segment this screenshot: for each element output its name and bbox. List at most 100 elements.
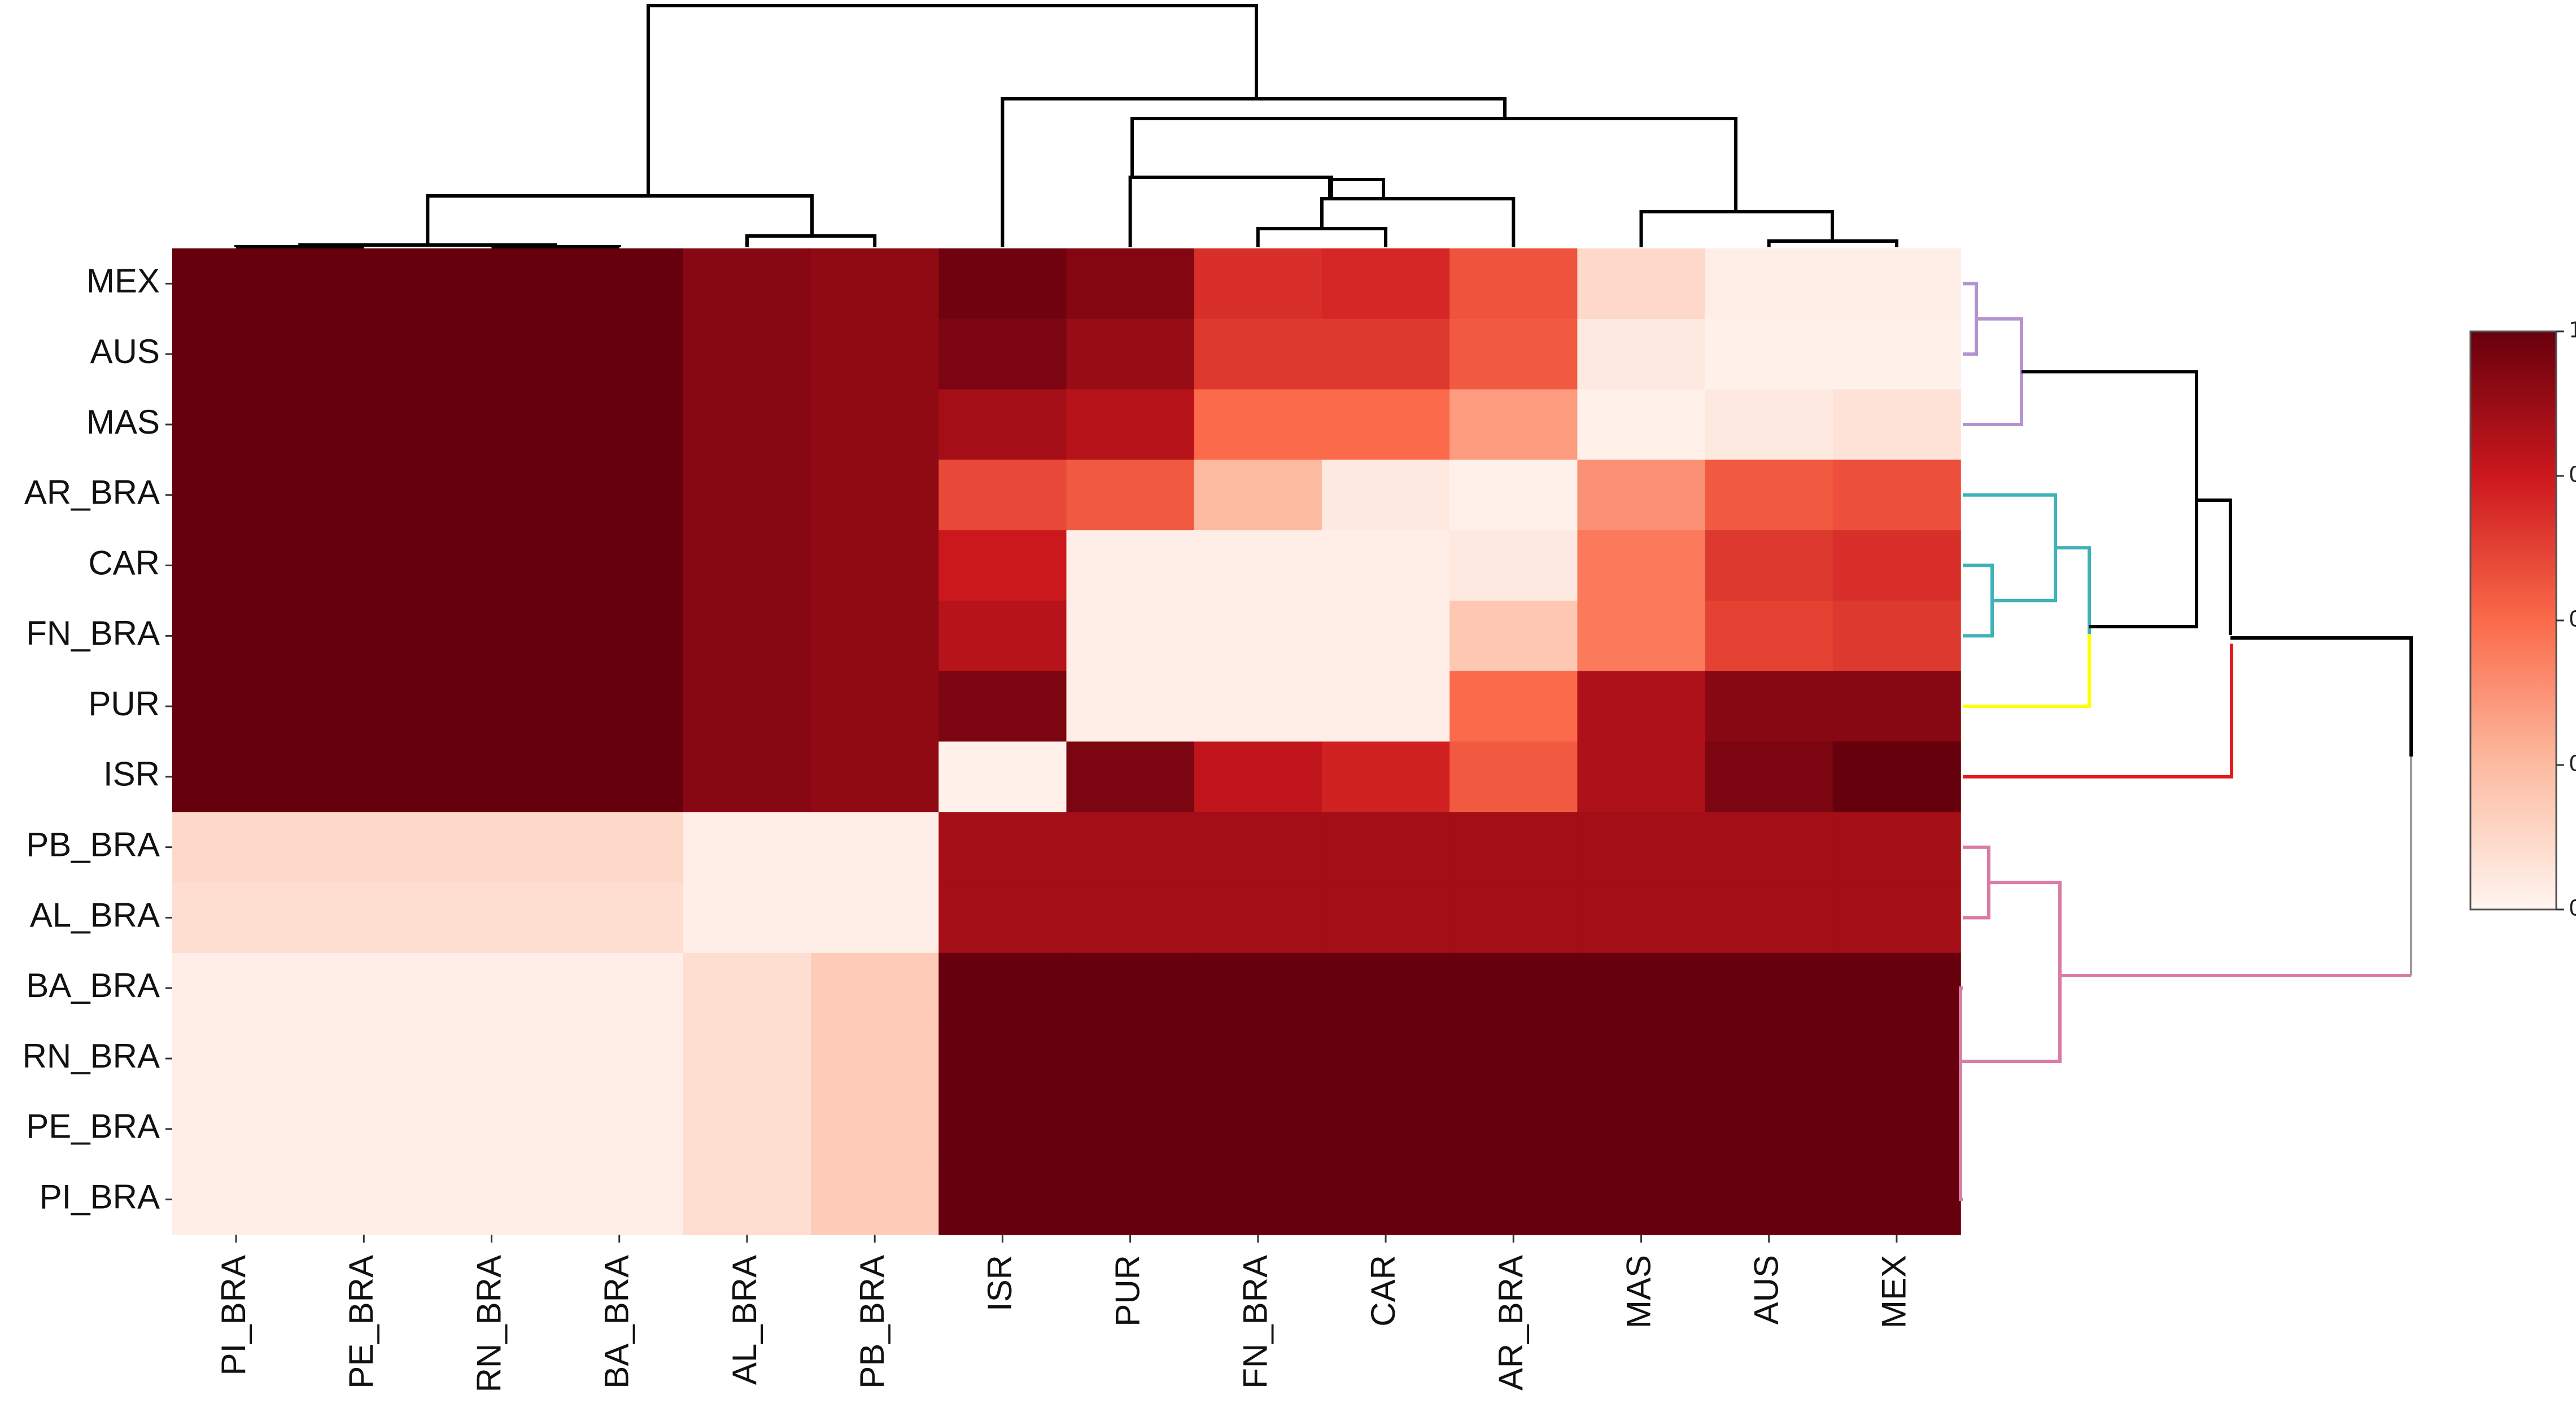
heatmap-cell-AUS-RN_BRA xyxy=(427,318,556,390)
heatmap-cell-FN_BRA-BA_BRA xyxy=(555,600,684,672)
heatmap-cell-MEX-PB_BRA xyxy=(811,248,940,320)
heatmap-cell-BA_BRA-AR_BRA xyxy=(1449,952,1578,1024)
heatmap-cell-PUR-RN_BRA xyxy=(427,671,556,742)
column-label-AUS: AUS xyxy=(1748,1255,1785,1324)
col-dendro-link xyxy=(1130,117,1737,212)
heatmap-cell-AR_BRA-FN_BRA xyxy=(1194,460,1322,531)
heatmap-cell-FN_BRA-PI_BRA xyxy=(172,600,301,672)
heatmap-cell-BA_BRA-RN_BRA xyxy=(427,952,556,1024)
row-dendro-link xyxy=(1959,986,1963,1201)
row-label-PI_BRA: PI_BRA xyxy=(40,1178,160,1215)
row-label-PB_BRA: PB_BRA xyxy=(26,826,160,864)
heatmap-cell-ISR-PE_BRA xyxy=(300,741,429,813)
heatmap-cell-AL_BRA-PI_BRA xyxy=(172,882,301,954)
row-label-CAR: CAR xyxy=(88,544,160,581)
heatmap-cell-BA_BRA-PUR xyxy=(1066,952,1195,1024)
heatmap-cell-FN_BRA-MEX xyxy=(1832,600,1961,672)
row-label-ISR: ISR xyxy=(103,755,160,793)
col-dendro-link xyxy=(426,194,814,245)
heatmap-cell-ISR-ISR xyxy=(938,741,1067,813)
heatmap-cell-MEX-AR_BRA xyxy=(1449,248,1578,320)
heatmap-cell-PI_BRA-PE_BRA xyxy=(300,1164,429,1235)
heatmap-cell-PE_BRA-PB_BRA xyxy=(811,1094,940,1165)
heatmap-cell-BA_BRA-AUS xyxy=(1705,952,1833,1024)
heatmap-cell-AUS-PB_BRA xyxy=(811,318,940,390)
heatmap-cell-MAS-ISR xyxy=(938,389,1067,461)
heatmap-cell-PE_BRA-PE_BRA xyxy=(300,1094,429,1165)
heatmap-cell-PB_BRA-AL_BRA xyxy=(683,812,811,883)
heatmap-cell-MAS-PB_BRA xyxy=(811,389,940,461)
heatmap-cell-MAS-MEX xyxy=(1832,389,1961,461)
heatmap-cell-MAS-MAS xyxy=(1577,389,1706,461)
row-dendro-link xyxy=(1963,493,2057,602)
heatmap-cell-CAR-PE_BRA xyxy=(300,530,429,601)
row-label-AR_BRA: AR_BRA xyxy=(24,474,160,511)
heatmap-cell-AL_BRA-BA_BRA xyxy=(555,882,684,954)
heatmap-cell-RN_BRA-AR_BRA xyxy=(1449,1023,1578,1095)
row-dendro-link xyxy=(2021,370,2198,628)
heatmap-cell-PUR-MEX xyxy=(1832,671,1961,742)
heatmap-cell-PE_BRA-AR_BRA xyxy=(1449,1094,1578,1165)
heatmap-cell-PI_BRA-AUS xyxy=(1705,1164,1833,1235)
heatmap-cell-CAR-AR_BRA xyxy=(1449,530,1578,601)
column-label-MEX: MEX xyxy=(1875,1255,1913,1328)
heatmap-cell-MEX-MEX xyxy=(1832,248,1961,320)
heatmap-cell-MAS-BA_BRA xyxy=(555,389,684,461)
heatmap-cell-RN_BRA-CAR xyxy=(1321,1023,1450,1095)
heatmap-cell-RN_BRA-ISR xyxy=(938,1023,1067,1095)
row-dendrogram xyxy=(1959,282,2413,1201)
heatmap-cell-PI_BRA-PI_BRA xyxy=(172,1164,301,1235)
heatmap-cell-ISR-BA_BRA xyxy=(555,741,684,813)
heatmap-cell-RN_BRA-MAS xyxy=(1577,1023,1706,1095)
colorbar-gradient xyxy=(2469,330,2557,911)
heatmap-cell-PI_BRA-PUR xyxy=(1066,1164,1195,1235)
heatmap-cell-PB_BRA-AR_BRA xyxy=(1449,812,1578,883)
heatmap-cell-AL_BRA-CAR xyxy=(1321,882,1450,954)
colorbar-tick-label: 0.50 xyxy=(2569,607,2576,632)
heatmap-cell-AR_BRA-PI_BRA xyxy=(172,460,301,531)
heatmap-cell-AR_BRA-MEX xyxy=(1832,460,1961,531)
heatmap-cell-BA_BRA-PE_BRA xyxy=(300,952,429,1024)
heatmap-cell-MAS-RN_BRA xyxy=(427,389,556,461)
heatmap-cell-AUS-MAS xyxy=(1577,318,1706,390)
heatmap-cell-PI_BRA-ISR xyxy=(938,1164,1067,1235)
heatmap-cell-MEX-FN_BRA xyxy=(1194,248,1322,320)
heatmap-cell-MAS-PE_BRA xyxy=(300,389,429,461)
heatmap-cell-CAR-MEX xyxy=(1832,530,1961,601)
heatmap-cell-FN_BRA-MAS xyxy=(1577,600,1706,672)
heatmap-cell-PB_BRA-PB_BRA xyxy=(811,812,940,883)
column-label-ISR: ISR xyxy=(981,1255,1019,1311)
heatmap-cell-MAS-AUS xyxy=(1705,389,1833,461)
row-dendro-link xyxy=(2197,499,2232,635)
heatmap-cell-AR_BRA-MAS xyxy=(1577,460,1706,531)
heatmap-cell-CAR-AL_BRA xyxy=(683,530,811,601)
heatmap-cell-CAR-RN_BRA xyxy=(427,530,556,601)
heatmap-cell-PUR-CAR xyxy=(1321,671,1450,742)
heatmap-cell-PE_BRA-BA_BRA xyxy=(555,1094,684,1165)
heatmap-cell-AR_BRA-PB_BRA xyxy=(811,460,940,531)
heatmap-cell-PI_BRA-MAS xyxy=(1577,1164,1706,1235)
heatmap-cell-ISR-CAR xyxy=(1321,741,1450,813)
row-dendro-link xyxy=(1963,317,2023,426)
heatmap-cell-FN_BRA-PB_BRA xyxy=(811,600,940,672)
col-dendro-link xyxy=(1001,97,1507,247)
heatmap-cell-RN_BRA-PUR xyxy=(1066,1023,1195,1095)
column-label-PE_BRA: PE_BRA xyxy=(342,1255,380,1389)
heatmap-cell-AL_BRA-RN_BRA xyxy=(427,882,556,954)
heatmap-cell-CAR-CAR xyxy=(1321,530,1450,601)
heatmap-cell-RN_BRA-PE_BRA xyxy=(300,1023,429,1095)
heatmap-cell-AR_BRA-RN_BRA xyxy=(427,460,556,531)
heatmap-cell-AL_BRA-PE_BRA xyxy=(300,882,429,954)
column-label-PB_BRA: PB_BRA xyxy=(853,1255,891,1389)
heatmap-cell-AL_BRA-AR_BRA xyxy=(1449,882,1578,954)
col-dendro-link xyxy=(1256,227,1387,247)
colorbar: 0.00 0.25 0.50 0.75 1.00 xyxy=(2469,318,2576,921)
heatmap-cell-PB_BRA-PUR xyxy=(1066,812,1195,883)
heatmap-cell-RN_BRA-RN_BRA xyxy=(427,1023,556,1095)
heatmap-cell-PE_BRA-ISR xyxy=(938,1094,1067,1165)
heatmap-cell-PI_BRA-AL_BRA xyxy=(683,1164,811,1235)
heatmap-cell-AUS-FN_BRA xyxy=(1194,318,1322,390)
heatmap-cell-PB_BRA-RN_BRA xyxy=(427,812,556,883)
column-label-FN_BRA: FN_BRA xyxy=(1237,1255,1274,1389)
heatmap-cell-PUR-AUS xyxy=(1705,671,1833,742)
